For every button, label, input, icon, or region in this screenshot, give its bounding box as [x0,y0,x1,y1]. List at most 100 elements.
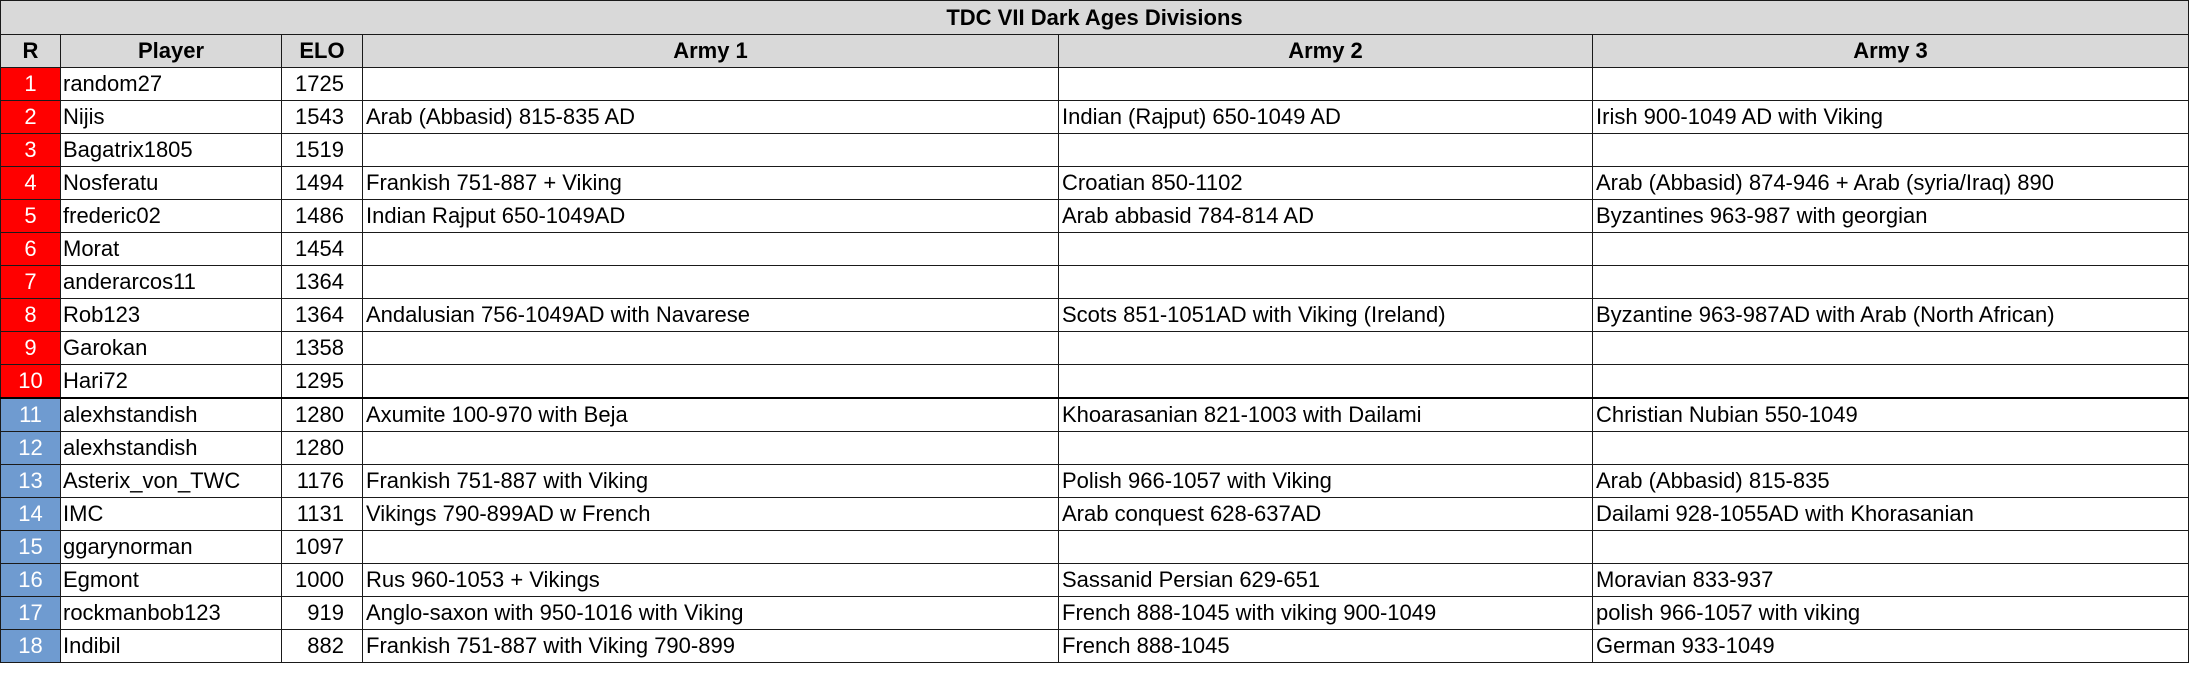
army-1-cell: Indian Rajput 650-1049AD [362,199,1059,233]
elo-cell: 1280 [281,431,363,465]
table-row: 8 Rob123 1364 Andalusian 756-1049AD with Na… [0,298,2189,332]
rank-cell: 17 [0,596,61,630]
player-cell: Hari72 [60,364,282,399]
army-1-cell: Arab (Abbasid) 815-835 AD [362,100,1059,134]
rank-cell: 2 [0,100,61,134]
elo-cell: 1725 [281,67,363,101]
rank-cell: 18 [0,629,61,663]
army-1-cell: Frankish 751-887 with Viking [362,464,1059,498]
table-row: 7 anderarcos11 1364 [0,265,2189,299]
army-3-cell [1592,364,2189,399]
rank-cell: 16 [0,563,61,597]
table-row: 12 alexhstandish 1280 [0,431,2189,465]
army-1-cell: Rus 960-1053 + Vikings [362,563,1059,597]
elo-cell: 882 [281,629,363,663]
army-1-cell [362,364,1059,399]
army-1-cell: Axumite 100-970 with Beja [362,397,1059,432]
table-row: 10 Hari72 1295 [0,364,2189,399]
rank-cell: 1 [0,67,61,101]
army-3-cell: Byzantines 963-987 with georgian [1592,199,2189,233]
army-1-cell: Frankish 751-887 with Viking 790-899 [362,629,1059,663]
army-1-cell [362,232,1059,266]
divisions-table: TDC VII Dark Ages Divisions R Player ELO… [0,0,2189,663]
player-cell: Egmont [60,563,282,597]
army-2-cell: French 888-1045 [1058,629,1593,663]
army-2-cell [1058,331,1593,365]
army-2-cell [1058,133,1593,167]
army-3-cell [1592,133,2189,167]
rank-cell: 14 [0,497,61,531]
header-rank: R [0,34,61,68]
player-cell: ggarynorman [60,530,282,564]
header-army-1: Army 1 [362,34,1059,68]
rank-cell: 3 [0,133,61,167]
rank-cell: 8 [0,298,61,332]
elo-cell: 1364 [281,265,363,299]
army-1-cell: Anglo-saxon with 950-1016 with Viking [362,596,1059,630]
rank-cell: 15 [0,530,61,564]
rank-cell: 9 [0,331,61,365]
table-row: 1 random27 1725 [0,67,2189,101]
player-cell: Morat [60,232,282,266]
elo-cell: 1519 [281,133,363,167]
table-body: 1 random27 1725 2 Nijis 1543 Arab (Abbasid) 81… [0,67,2189,663]
player-cell: alexhstandish [60,431,282,465]
table-row: 17 rockmanbob123 919 Anglo-saxon with 950-1… [0,596,2189,630]
table-title: TDC VII Dark Ages Divisions [0,0,2189,35]
player-cell: Indibil [60,629,282,663]
header-row: R Player ELO Army 1 Army 2 Army 3 [0,34,2189,68]
rank-cell: 10 [0,364,61,399]
player-cell: frederic02 [60,199,282,233]
army-1-cell: Andalusian 756-1049AD with Navarese [362,298,1059,332]
table-row: 4 Nosferatu 1494 Frankish 751-887 + Viking C… [0,166,2189,200]
rank-cell: 12 [0,431,61,465]
table-row: 6 Morat 1454 [0,232,2189,266]
table-row: 13 Asterix_von_TWC 1176 Frankish 751-887 wi… [0,464,2189,498]
table-row: 14 IMC 1131 Vikings 790-899AD w French Arab … [0,497,2189,531]
army-2-cell [1058,232,1593,266]
elo-cell: 1295 [281,364,363,399]
player-cell: Nosferatu [60,166,282,200]
player-cell: random27 [60,67,282,101]
army-2-cell: Scots 851-1051AD with Viking (Ireland) [1058,298,1593,332]
army-1-cell: Vikings 790-899AD w French [362,497,1059,531]
elo-cell: 1131 [281,497,363,531]
elo-cell: 1454 [281,232,363,266]
army-3-cell: Irish 900-1049 AD with Viking [1592,100,2189,134]
army-2-cell: Sassanid Persian 629-651 [1058,563,1593,597]
army-3-cell: Arab (Abbasid) 874-946 + Arab (syria/Ira… [1592,166,2189,200]
army-2-cell [1058,364,1593,399]
table-row: 9 Garokan 1358 [0,331,2189,365]
table-row: 2 Nijis 1543 Arab (Abbasid) 815-835 AD India… [0,100,2189,134]
army-1-cell [362,431,1059,465]
army-3-cell: polish 966-1057 with viking [1592,596,2189,630]
army-2-cell: Khoarasanian 821-1003 with Dailami [1058,397,1593,432]
army-3-cell: Byzantine 963-987AD with Arab (North Afr… [1592,298,2189,332]
player-cell: alexhstandish [60,397,282,432]
army-2-cell [1058,265,1593,299]
rank-cell: 11 [0,397,61,432]
table-row: 11 alexhstandish 1280 Axumite 100-970 with … [0,397,2189,432]
army-2-cell: French 888-1045 with viking 900-1049 [1058,596,1593,630]
army-3-cell [1592,232,2189,266]
player-cell: Bagatrix1805 [60,133,282,167]
player-cell: anderarcos11 [60,265,282,299]
army-1-cell: Frankish 751-887 + Viking [362,166,1059,200]
rank-cell: 6 [0,232,61,266]
elo-cell: 1000 [281,563,363,597]
army-1-cell [362,265,1059,299]
table-row: 5 frederic02 1486 Indian Rajput 650-1049AD A… [0,199,2189,233]
army-3-cell: Arab (Abbasid) 815-835 [1592,464,2189,498]
rank-cell: 5 [0,199,61,233]
army-2-cell: Arab abbasid 784-814 AD [1058,199,1593,233]
army-3-cell: Christian Nubian 550-1049 [1592,397,2189,432]
player-cell: IMC [60,497,282,531]
army-3-cell [1592,265,2189,299]
header-army-3: Army 3 [1592,34,2189,68]
elo-cell: 1358 [281,331,363,365]
table-row: 18 Indibil 882 Frankish 751-887 with Viking… [0,629,2189,663]
elo-cell: 1097 [281,530,363,564]
elo-cell: 1176 [281,464,363,498]
elo-cell: 1494 [281,166,363,200]
player-cell: Rob123 [60,298,282,332]
